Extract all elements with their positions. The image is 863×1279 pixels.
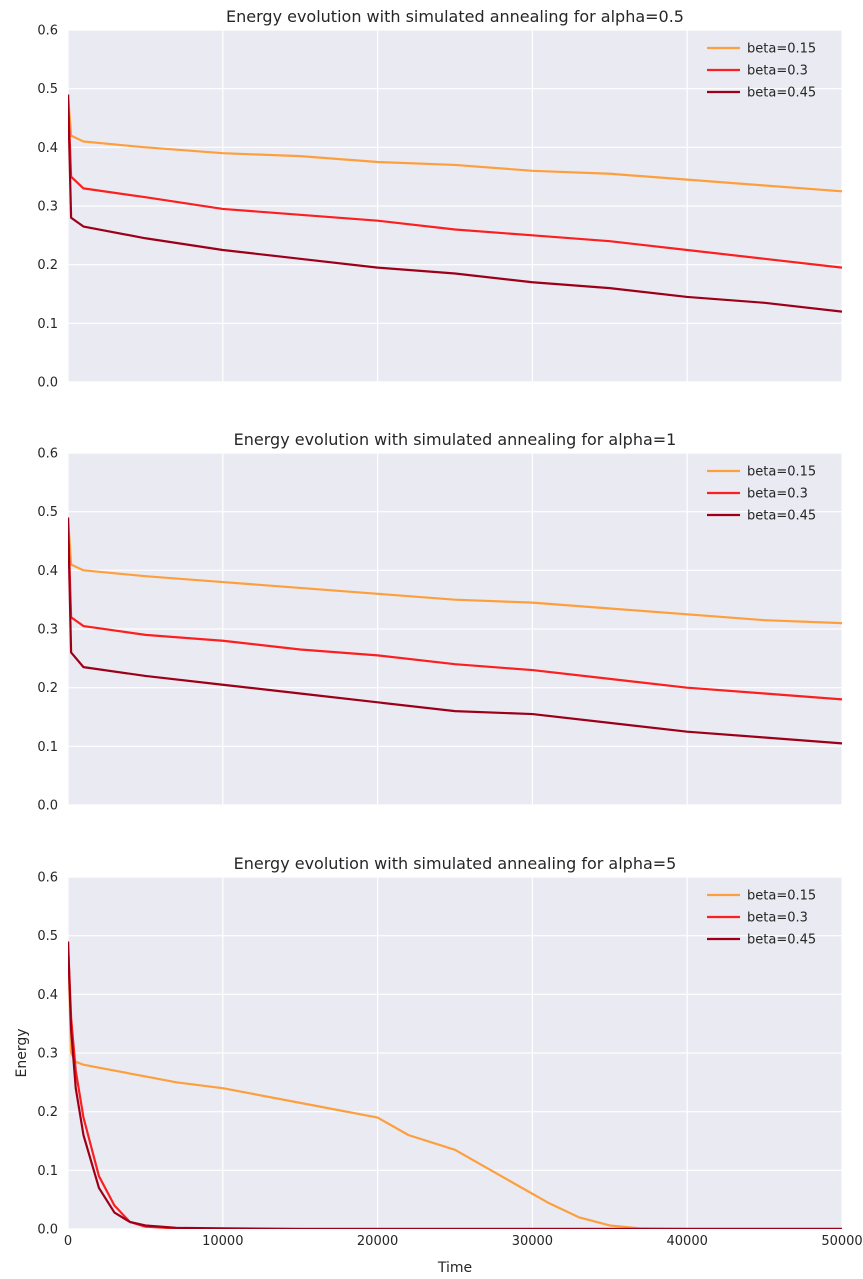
x-tick-label: 20000 xyxy=(357,1234,398,1249)
legend-label: beta=0.15 xyxy=(747,42,816,57)
chart-2: 0.0 0.1 0.2 0.3 0.4 0.5 0.6 Energy evolution wi… xyxy=(37,430,843,814)
series-line-beta=0.45 xyxy=(68,517,842,745)
y-tick-label: 0.3 xyxy=(37,1047,58,1062)
x-axis-label: Time xyxy=(437,1260,472,1276)
y-tick-label: 0.6 xyxy=(37,24,58,39)
series-line-beta=0.45 xyxy=(68,94,842,313)
y-tick-label: 0.5 xyxy=(37,929,58,944)
legend-label: beta=0.3 xyxy=(747,487,808,502)
x-tick-label: 50000 xyxy=(821,1234,862,1249)
y-tick-label: 0.2 xyxy=(37,258,58,273)
y-tick-label: 0.4 xyxy=(37,988,58,1003)
y-tick-label: 0.4 xyxy=(37,564,58,579)
series-line-beta=0.15 xyxy=(68,941,842,1229)
chart-title: Energy evolution with simulated annealin… xyxy=(234,430,677,449)
y-tick-label: 0.5 xyxy=(37,505,58,520)
series-line-beta=0.45 xyxy=(68,941,842,1229)
series-line-beta=0.3 xyxy=(68,517,842,701)
series-line-beta=0.15 xyxy=(68,94,842,193)
y-tick-label: 0.0 xyxy=(37,799,58,814)
legend-label: beta=0.15 xyxy=(747,465,816,480)
y-tick-label: 0.2 xyxy=(37,1105,58,1120)
y-tick-label: 0.1 xyxy=(37,317,58,332)
y-tick-label: 0.2 xyxy=(37,681,58,696)
x-tick-label: 30000 xyxy=(512,1234,553,1249)
legend-label: beta=0.3 xyxy=(747,911,808,926)
legend-label: beta=0.45 xyxy=(747,509,816,524)
y-tick-label: 0.0 xyxy=(37,376,58,391)
legend-label: beta=0.45 xyxy=(747,933,816,948)
series-line-beta=0.3 xyxy=(68,941,842,1229)
series-line-beta=0.3 xyxy=(68,94,842,269)
chart-1: 0.0 0.1 0.2 0.3 0.4 0.5 0.6 Energy evolution wi… xyxy=(37,7,843,391)
x-tick-label: 0 xyxy=(64,1234,72,1249)
chart-title: Energy evolution with simulated annealin… xyxy=(226,7,684,26)
y-tick-label: 0.5 xyxy=(37,82,58,97)
legend-label: beta=0.15 xyxy=(747,889,816,904)
y-tick-label: 0.3 xyxy=(37,200,58,215)
y-tick-label: 0.4 xyxy=(37,141,58,156)
x-tick-label: 10000 xyxy=(202,1234,243,1249)
y-axis-label: Energy xyxy=(14,1028,30,1077)
y-tick-label: 0.0 xyxy=(37,1223,58,1238)
legend-label: beta=0.45 xyxy=(747,86,816,101)
y-tick-label: 0.6 xyxy=(37,871,58,886)
chart-title: Energy evolution with simulated annealin… xyxy=(234,854,677,873)
x-tick-label: 40000 xyxy=(667,1234,708,1249)
y-tick-label: 0.1 xyxy=(37,1164,58,1179)
chart-3: 0.0 0.1 0.2 0.3 0.4 0.5 0.6 0 10000 20000 30000 400… xyxy=(14,854,863,1276)
y-tick-label: 0.3 xyxy=(37,623,58,638)
y-tick-label: 0.1 xyxy=(37,740,58,755)
y-tick-label: 0.6 xyxy=(37,447,58,462)
legend-label: beta=0.3 xyxy=(747,64,808,79)
series-line-beta=0.15 xyxy=(68,517,842,625)
